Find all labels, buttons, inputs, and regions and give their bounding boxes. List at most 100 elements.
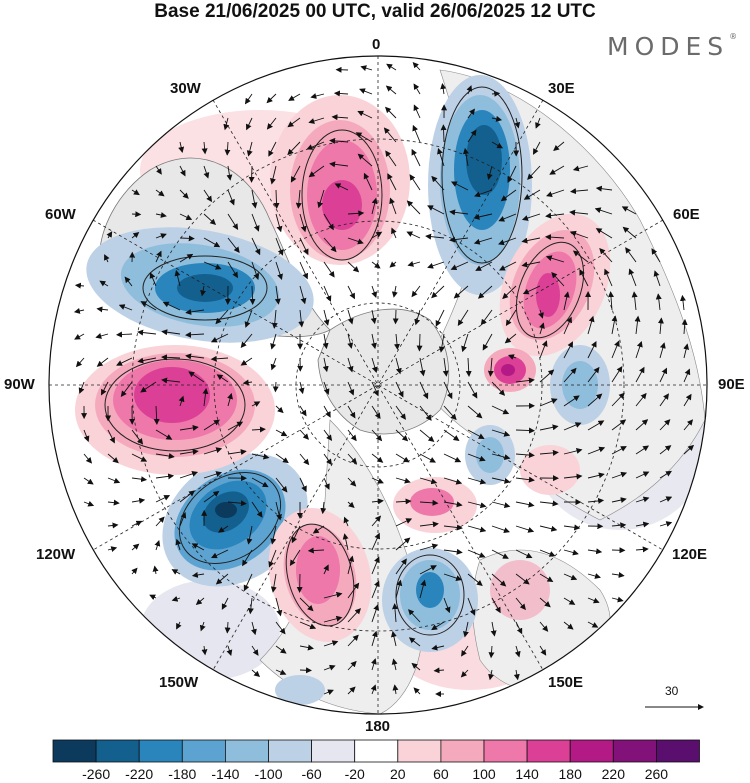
wind-arrow <box>431 285 445 299</box>
wind-arrow <box>298 381 305 395</box>
wind-arrow <box>389 197 397 215</box>
wind-arrow <box>521 213 541 221</box>
wind-arrow <box>522 285 541 295</box>
wind-arrow <box>342 533 349 551</box>
wind-arrow <box>406 200 421 215</box>
positive-anomalies <box>75 95 611 642</box>
lon-label-60e: 60E <box>673 206 700 223</box>
colorbar-swatch <box>397 739 442 763</box>
wind-arrow <box>395 558 407 575</box>
wind-arrow <box>360 65 373 72</box>
wind-arrow <box>504 333 517 344</box>
wind-arrow <box>295 189 302 209</box>
wind-arrow <box>521 261 541 268</box>
wind-arrow <box>154 540 161 551</box>
wind-arrow <box>355 132 373 143</box>
wind-arrow <box>467 405 483 419</box>
wind-arrow <box>505 309 517 327</box>
colorbar-tick-label: 60 <box>433 766 449 782</box>
wind-arrow <box>179 425 199 431</box>
wind-arrow <box>371 197 378 215</box>
wind-arrow <box>551 271 565 287</box>
wind-arrow <box>270 165 277 185</box>
wind-arrow <box>611 392 625 407</box>
wind-arrow <box>371 556 380 575</box>
wind-arrow <box>275 597 283 617</box>
wind-arrow <box>299 621 317 630</box>
wind-arrow <box>449 209 469 216</box>
wind-arrow <box>287 117 301 128</box>
wind-arrow <box>443 597 451 614</box>
wind-arrow <box>411 662 421 671</box>
wind-arrow <box>371 477 384 484</box>
wind-arrow <box>179 189 189 199</box>
wind-arrow <box>411 148 421 167</box>
wind-arrow <box>655 293 662 311</box>
wind-arrow <box>347 333 354 349</box>
wind-arrow <box>587 341 597 359</box>
wind-arrow <box>467 573 483 587</box>
wind-arrow <box>419 477 438 485</box>
wind-arrow <box>587 420 605 431</box>
wind-arrow <box>546 189 565 198</box>
wind-arrow <box>473 237 493 245</box>
colorbar-swatch <box>95 739 140 763</box>
wind-arrow <box>347 429 357 442</box>
wind-arrow <box>179 235 195 242</box>
wind-arrow <box>96 306 109 313</box>
wind-arrow <box>83 500 95 507</box>
wind-arrow <box>659 521 673 527</box>
wind-arrow <box>242 549 253 567</box>
wind-arrow <box>227 237 240 253</box>
wind-arrow <box>244 93 253 105</box>
wind-arrow <box>413 83 421 95</box>
wind-arrow <box>539 340 548 359</box>
wind-arrow <box>199 621 206 632</box>
wind-arrow <box>490 621 497 637</box>
wind-arrow <box>323 453 332 466</box>
wind-arrow <box>275 429 288 437</box>
wind-arrow <box>175 538 182 551</box>
wind-arrow <box>244 309 253 328</box>
wind-arrow <box>371 381 379 397</box>
wind-arrow <box>491 501 511 509</box>
wind-arrow <box>440 124 447 143</box>
wind-arrow <box>384 106 397 119</box>
wind-arrow <box>287 141 301 156</box>
wind-arrow <box>323 381 330 395</box>
wind-arrow <box>251 189 258 209</box>
wind-arrow <box>467 381 478 399</box>
wind-arrow <box>99 280 109 287</box>
wind-arrow <box>203 471 223 479</box>
colorbar-tick-label: 100 <box>472 766 496 782</box>
wind-arrow <box>515 549 533 559</box>
wind-arrow <box>563 291 570 311</box>
wind-arrow <box>107 477 121 484</box>
wind-arrow <box>323 640 339 647</box>
wind-arrow <box>385 150 397 167</box>
wind-arrow <box>635 366 645 383</box>
wind-arrow <box>431 175 445 191</box>
wind-arrow <box>371 604 380 623</box>
wind-arrow <box>371 231 383 239</box>
wind-arrow <box>155 233 167 239</box>
wind-arrow <box>161 354 181 361</box>
wind-arrow <box>659 470 672 479</box>
wind-arrow <box>347 261 360 273</box>
wind-arrow <box>371 333 377 350</box>
wind-arrow <box>635 546 649 553</box>
wind-arrow <box>299 429 309 440</box>
wind-arrow <box>499 261 517 271</box>
wind-arrow <box>78 381 85 394</box>
colorbar-swatch <box>52 739 97 763</box>
wind-arrow <box>491 525 510 534</box>
colorbar-tick-label: 220 <box>601 766 625 782</box>
wind-arrow <box>659 445 672 455</box>
wind-arrow <box>467 501 487 509</box>
wind-arrow <box>419 429 435 442</box>
wind-arrow <box>371 532 381 551</box>
colorbar-tick-label: -220 <box>125 766 154 782</box>
colorbar-swatch <box>483 739 528 763</box>
wind-arrow <box>291 525 301 544</box>
colorbar-swatch <box>354 739 399 763</box>
